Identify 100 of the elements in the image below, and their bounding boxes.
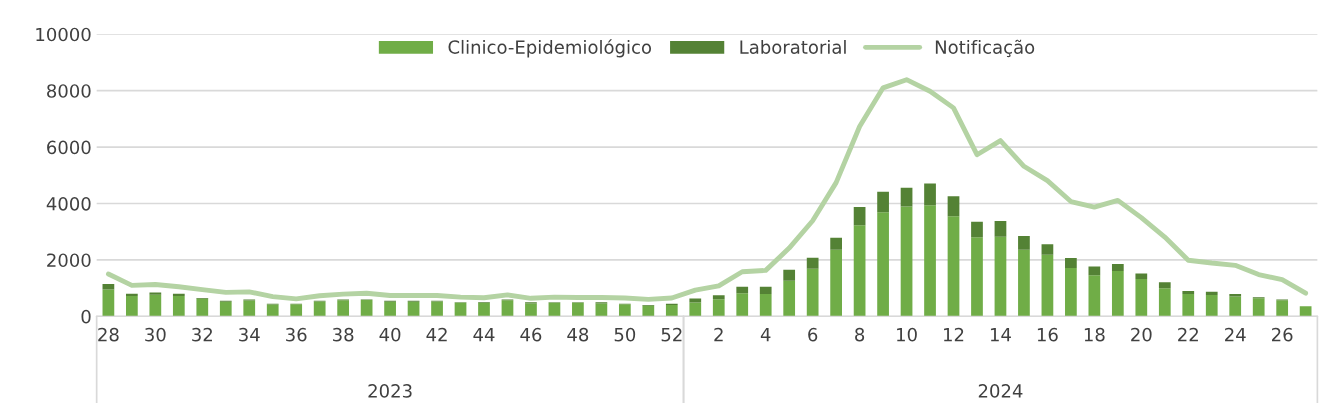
bar bbox=[525, 303, 537, 317]
bar bbox=[947, 196, 960, 217]
x-tick-label: 36 bbox=[286, 327, 307, 342]
x-tick-label: 40 bbox=[379, 327, 401, 342]
bar bbox=[1205, 291, 1218, 295]
bar bbox=[877, 212, 889, 317]
bar bbox=[971, 237, 983, 317]
bar bbox=[994, 236, 1007, 317]
bar bbox=[172, 296, 185, 317]
y-tick-label: 6000 bbox=[47, 140, 91, 155]
bar bbox=[1158, 288, 1171, 317]
bar bbox=[407, 301, 420, 317]
bar bbox=[1182, 290, 1195, 295]
bar bbox=[712, 299, 725, 317]
bar bbox=[1018, 249, 1030, 317]
bar bbox=[689, 298, 702, 303]
bar bbox=[783, 269, 796, 281]
bar bbox=[1229, 294, 1242, 297]
bar bbox=[172, 293, 185, 297]
bar bbox=[572, 302, 584, 317]
legend-label: Laboratorial bbox=[740, 39, 846, 54]
bar bbox=[1205, 294, 1218, 317]
bar bbox=[431, 301, 443, 317]
x-tick-label: 30 bbox=[145, 327, 166, 342]
bar bbox=[219, 301, 232, 317]
x-tick-label: 46 bbox=[520, 327, 542, 342]
bar bbox=[1252, 298, 1265, 317]
bar bbox=[665, 305, 678, 317]
text: 2024 bbox=[978, 384, 1023, 398]
bar bbox=[1229, 296, 1242, 317]
bar bbox=[548, 302, 561, 317]
bar bbox=[924, 183, 936, 206]
bar bbox=[1182, 294, 1195, 317]
x-tick-label: 52 bbox=[661, 327, 682, 342]
y-tick-label: 0 bbox=[81, 309, 91, 324]
x-tick-label: 32 bbox=[192, 327, 212, 342]
bar bbox=[149, 292, 162, 295]
y-tick-label: 10000 bbox=[36, 27, 91, 42]
bar bbox=[736, 286, 749, 294]
legend-label: Clinico-Epidemiológico bbox=[448, 39, 652, 58]
bar bbox=[243, 300, 256, 317]
bar bbox=[689, 302, 702, 317]
text: 2023 bbox=[368, 384, 412, 398]
bar bbox=[642, 305, 655, 317]
bar bbox=[1299, 306, 1312, 317]
x-tick-label: 22 bbox=[1178, 327, 1198, 342]
x-tick-label: 24 bbox=[1225, 327, 1246, 342]
bar bbox=[1088, 275, 1101, 317]
bar bbox=[1158, 282, 1171, 289]
bar bbox=[830, 249, 842, 317]
bar bbox=[454, 302, 467, 317]
bar bbox=[947, 216, 960, 317]
bar bbox=[736, 293, 749, 317]
bar bbox=[618, 304, 631, 317]
bar bbox=[384, 301, 396, 317]
bar bbox=[501, 300, 514, 317]
bar bbox=[1135, 279, 1148, 317]
bar bbox=[290, 304, 303, 317]
bar bbox=[1276, 300, 1289, 317]
y-tick-label: 2000 bbox=[47, 253, 91, 268]
x-tick-label: 20 bbox=[1131, 327, 1152, 342]
bar bbox=[994, 221, 1007, 237]
x-tick-label: 38 bbox=[333, 327, 354, 342]
bar bbox=[900, 187, 913, 207]
bar bbox=[1065, 257, 1077, 269]
bar bbox=[360, 299, 373, 317]
bar bbox=[853, 206, 866, 226]
x-tick-label: 10 bbox=[897, 327, 917, 342]
legend-label: Notificação bbox=[935, 39, 1035, 58]
bar bbox=[853, 225, 866, 317]
x-tick-label: 12 bbox=[944, 327, 964, 342]
x-tick-label: 4 bbox=[760, 328, 771, 342]
bar bbox=[1135, 273, 1148, 280]
bar bbox=[337, 300, 350, 317]
bar bbox=[478, 303, 490, 317]
bar bbox=[971, 221, 983, 238]
x-tick-label: 8 bbox=[855, 327, 865, 342]
bar bbox=[830, 237, 842, 250]
bar bbox=[196, 298, 209, 317]
bar bbox=[1065, 268, 1077, 317]
x-tick-label: 6 bbox=[808, 327, 818, 342]
x-tick-label: 42 bbox=[426, 327, 447, 342]
bar bbox=[313, 301, 326, 317]
bar bbox=[806, 257, 819, 269]
bar bbox=[595, 303, 608, 317]
x-tick-label: 28 bbox=[98, 327, 119, 342]
x-tick-label: 48 bbox=[567, 327, 589, 342]
line-series bbox=[105, 77, 1309, 302]
bar bbox=[1041, 254, 1054, 317]
x-tick-label: 44 bbox=[473, 328, 495, 342]
bar bbox=[266, 304, 279, 317]
bar bbox=[783, 280, 796, 317]
x-tick-label: 16 bbox=[1037, 327, 1058, 342]
bar bbox=[149, 294, 162, 317]
bar bbox=[1111, 270, 1124, 317]
x-tick-label: 26 bbox=[1272, 327, 1293, 342]
x-tick-label: 14 bbox=[990, 328, 1011, 342]
bar bbox=[102, 283, 115, 290]
bar bbox=[806, 268, 819, 317]
y-tick-label: 8000 bbox=[47, 84, 91, 98]
